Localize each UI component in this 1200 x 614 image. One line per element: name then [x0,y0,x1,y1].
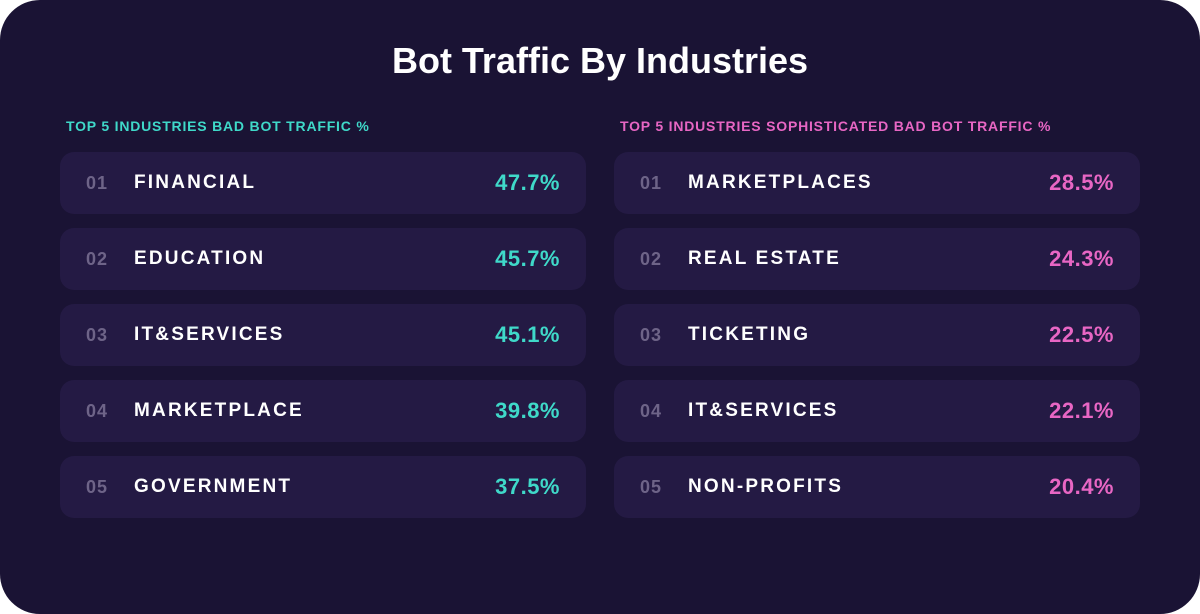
page-title: Bot Traffic By Industries [60,40,1140,82]
industry-label: IT&SERVICES [688,400,1049,422]
table-row: 05 NON-PROFITS 20.4% [614,456,1140,518]
table-row: 01 MARKETPLACES 28.5% [614,152,1140,214]
rank-number: 04 [640,401,688,422]
table-row: 02 EDUCATION 45.7% [60,228,586,290]
column-header: TOP 5 INDUSTRIES SOPHISTICATED BAD BOT T… [614,118,1140,134]
column-bad-bot: TOP 5 INDUSTRIES BAD BOT TRAFFIC % 01 FI… [60,118,586,564]
table-row: 03 TICKETING 22.5% [614,304,1140,366]
industry-label: NON-PROFITS [688,476,1049,498]
rank-number: 05 [640,477,688,498]
rank-number: 02 [640,249,688,270]
rank-number: 04 [86,401,134,422]
industry-label: GOVERNMENT [134,476,495,498]
industry-label: REAL ESTATE [688,248,1049,270]
rank-number: 05 [86,477,134,498]
industry-label: MARKETPLACE [134,400,495,422]
table-row: 04 IT&SERVICES 22.1% [614,380,1140,442]
rank-number: 01 [86,173,134,194]
column-sophisticated-bad-bot: TOP 5 INDUSTRIES SOPHISTICATED BAD BOT T… [614,118,1140,564]
infographic-card: Bot Traffic By Industries TOP 5 INDUSTRI… [0,0,1200,614]
percent-value: 45.7% [495,246,560,272]
percent-value: 22.5% [1049,322,1114,348]
rank-number: 02 [86,249,134,270]
rank-number: 03 [86,325,134,346]
table-row: 02 REAL ESTATE 24.3% [614,228,1140,290]
column-header: TOP 5 INDUSTRIES BAD BOT TRAFFIC % [60,118,586,134]
percent-value: 37.5% [495,474,560,500]
table-row: 04 MARKETPLACE 39.8% [60,380,586,442]
rank-number: 03 [640,325,688,346]
percent-value: 24.3% [1049,246,1114,272]
columns-container: TOP 5 INDUSTRIES BAD BOT TRAFFIC % 01 FI… [60,118,1140,564]
percent-value: 39.8% [495,398,560,424]
table-row: 03 IT&SERVICES 45.1% [60,304,586,366]
rows-container: 01 FINANCIAL 47.7% 02 EDUCATION 45.7% 03… [60,152,586,518]
percent-value: 45.1% [495,322,560,348]
industry-label: FINANCIAL [134,172,495,194]
industry-label: EDUCATION [134,248,495,270]
industry-label: IT&SERVICES [134,324,495,346]
percent-value: 28.5% [1049,170,1114,196]
industry-label: MARKETPLACES [688,172,1049,194]
industry-label: TICKETING [688,324,1049,346]
percent-value: 47.7% [495,170,560,196]
percent-value: 22.1% [1049,398,1114,424]
rank-number: 01 [640,173,688,194]
percent-value: 20.4% [1049,474,1114,500]
table-row: 05 GOVERNMENT 37.5% [60,456,586,518]
table-row: 01 FINANCIAL 47.7% [60,152,586,214]
rows-container: 01 MARKETPLACES 28.5% 02 REAL ESTATE 24.… [614,152,1140,518]
